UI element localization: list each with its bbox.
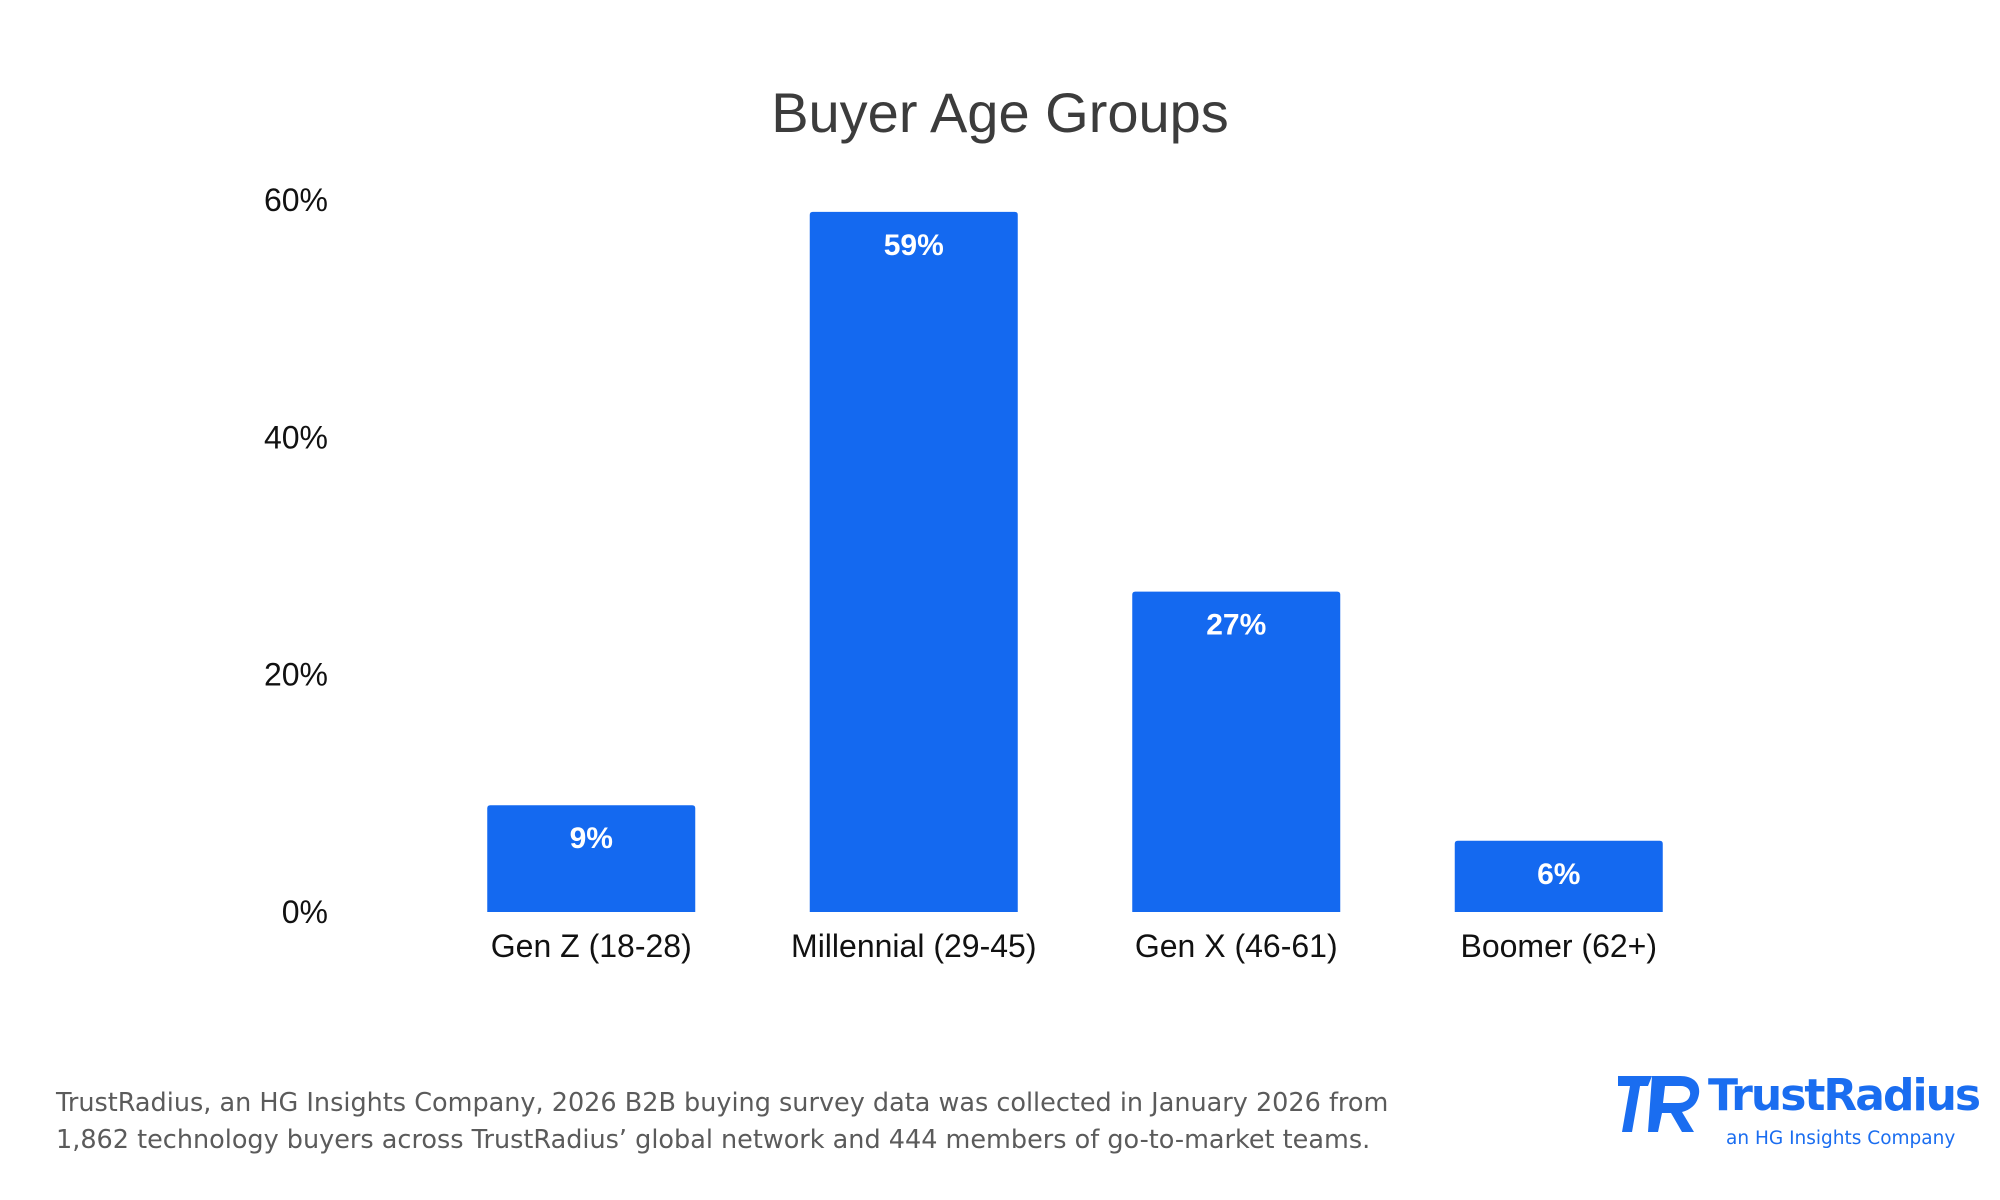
source-footnote: TrustRadius, an HG Insights Company, 202… — [56, 1085, 1389, 1159]
footnote-line-2: 1,862 technology buyers across TrustRadi… — [56, 1125, 1371, 1155]
trustradius-logo-mark-icon — [1618, 1076, 1700, 1132]
bar-value-label: 59% — [884, 229, 944, 262]
brand-name: TrustRadius — [1708, 1070, 1981, 1121]
y-tick-label: 40% — [264, 419, 328, 455]
brand-tagline: an HG Insights Company — [1726, 1128, 1956, 1149]
bar-value-label: 9% — [570, 822, 613, 855]
footnote-line-1: TrustRadius, an HG Insights Company, 202… — [56, 1088, 1389, 1118]
x-category-label: Boomer (62+) — [1460, 928, 1657, 964]
y-axis: 0% 20% 40% 60% — [264, 182, 328, 930]
x-category-label: Gen X (46-61) — [1135, 928, 1338, 964]
bar-value-label: 27% — [1206, 609, 1266, 642]
x-category-label: Millennial (29-45) — [791, 928, 1036, 964]
chart-title: Buyer Age Groups — [771, 81, 1229, 144]
y-tick-label: 60% — [264, 182, 328, 218]
y-tick-label: 20% — [264, 657, 328, 693]
x-axis: Gen Z (18-28) Millennial (29-45) Gen X (46… — [491, 928, 1657, 964]
x-category-label: Gen Z (18-28) — [491, 928, 692, 964]
bar-chart: 0% 20% 40% 60% 9% 59% 27% 6% Gen Z (18-28) Mill… — [264, 182, 1663, 964]
bar — [809, 211, 1018, 912]
trustradius-logo: TrustRadius an HG Insights Company — [1618, 1070, 1981, 1152]
bar — [487, 805, 696, 912]
bars: 9% 59% 27% 6% — [487, 211, 1663, 912]
bar — [1132, 591, 1341, 912]
bar-value-label: 6% — [1537, 858, 1580, 891]
y-tick-label: 0% — [282, 894, 328, 930]
bar — [1454, 840, 1663, 912]
